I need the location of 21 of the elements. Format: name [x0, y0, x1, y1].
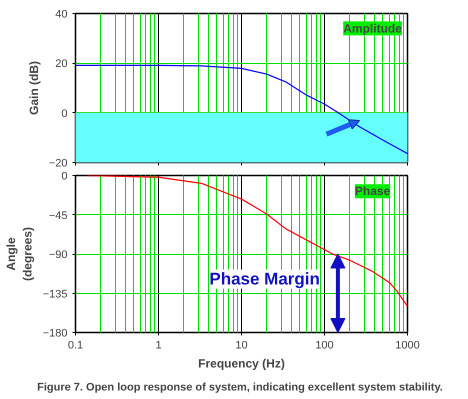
annotation: Phase Margin [209, 270, 320, 289]
y-tick-label: −45 [48, 210, 68, 222]
x-tick-label: 100 [315, 340, 334, 352]
x-tick-label: 1 [155, 340, 162, 352]
y-tick-label: −180 [42, 328, 68, 340]
y-tick-label: −135 [42, 288, 68, 300]
y-tick-label: −90 [48, 249, 68, 261]
y-tick-label: 0 [61, 170, 68, 182]
y-axis-title: Gain (dB) [26, 60, 41, 115]
x-tick-label: 1000 [395, 340, 420, 352]
y-tick-label: 40 [55, 8, 68, 20]
x-axis-title: Frequency (Hz) [198, 356, 285, 370]
y-tick-label: 20 [55, 58, 68, 70]
y-axis-title: Angle (degrees) [4, 226, 35, 282]
caption: Figure 7. Open loop response of system, indicating excellent system stability. [37, 382, 443, 394]
annotation: Phase [354, 184, 391, 198]
x-tick-label: 0.1 [68, 340, 84, 352]
x-tick-label: 10 [235, 340, 248, 352]
y-tick-label: −20 [48, 158, 68, 170]
y-tick-label: 0 [61, 108, 68, 120]
annotation: Amplitude [343, 21, 402, 36]
